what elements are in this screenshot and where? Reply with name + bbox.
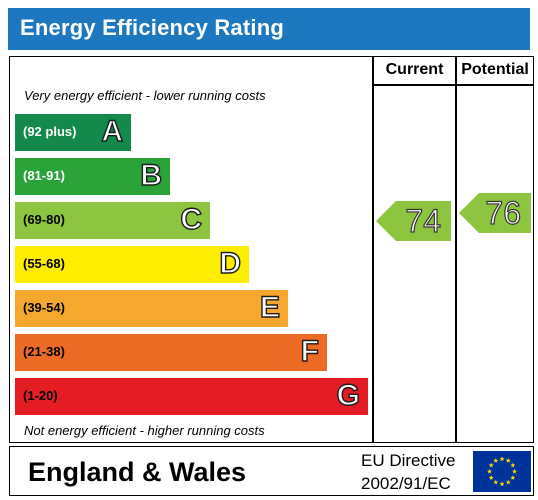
potential-rating-arrow: 76 — [459, 193, 531, 233]
band-range: (39-54) — [23, 300, 65, 315]
band-range: (55-68) — [23, 256, 65, 271]
band-f: (21-38) F — [15, 334, 327, 371]
band-range: (1-20) — [23, 388, 58, 403]
band-letter: C — [180, 202, 203, 236]
eu-star-icon — [493, 479, 499, 485]
band-letter: D — [219, 246, 242, 280]
eu-star-icon — [510, 475, 516, 480]
header-separator — [373, 84, 533, 86]
directive-label: EU Directive 2002/91/EC — [361, 449, 455, 495]
band-range: (69-80) — [23, 212, 65, 227]
directive-line-2: 2002/91/EC — [361, 474, 451, 493]
band-range: (92 plus) — [23, 124, 77, 139]
page-title: Energy Efficiency Rating — [20, 15, 284, 40]
eu-star-icon — [499, 456, 505, 462]
band-letter: E — [259, 290, 280, 324]
eu-star-icon — [499, 481, 505, 487]
top-note: Very energy efficient - lower running co… — [24, 88, 266, 103]
band-letter: F — [300, 334, 320, 368]
band-e: (39-54) E — [15, 290, 288, 327]
potential-column-divider — [455, 57, 457, 442]
band-letter: A — [101, 114, 124, 148]
current-column-header: Current — [385, 61, 444, 78]
potential-rating-value: 76 — [485, 194, 522, 231]
current-arrow-shape — [376, 201, 451, 241]
eu-flag-icon — [473, 451, 531, 492]
band-range: (81-91) — [23, 168, 65, 183]
rating-panel: Current Potential Very energy efficient … — [9, 56, 534, 443]
current-rating-value: 74 — [405, 202, 442, 239]
band-letter: B — [140, 158, 163, 192]
eu-star-icon — [505, 479, 511, 485]
bottom-note: Not energy efficient - higher running co… — [24, 423, 265, 438]
band-d: (55-68) D — [15, 246, 249, 283]
directive-line-1: EU Directive — [361, 451, 456, 470]
current-rating-arrow: 74 — [376, 201, 451, 241]
header-bar: Energy Efficiency Rating — [8, 8, 530, 50]
footer: England & Wales EU Directive 2002/91/EC — [9, 446, 534, 496]
band-a: (92 plus) A — [15, 114, 131, 151]
eu-star-icon — [512, 468, 517, 474]
eu-star-icon — [493, 458, 499, 463]
eu-star-icon — [510, 462, 516, 468]
potential-arrow-shape — [459, 193, 531, 233]
band-b: (81-91) B — [15, 158, 170, 195]
eu-stars — [487, 456, 517, 487]
eu-star-icon — [488, 475, 494, 480]
potential-column-header: Potential — [461, 61, 529, 78]
band-c: (69-80) C — [15, 202, 210, 239]
band-range: (21-38) — [23, 344, 65, 359]
band-letter: G — [336, 378, 361, 412]
eu-star-icon — [488, 462, 494, 468]
eu-star-icon — [487, 468, 492, 474]
eu-star-icon — [505, 458, 511, 463]
current-column-divider — [372, 57, 374, 442]
band-g: (1-20) G — [15, 378, 368, 415]
country-label: England & Wales — [28, 457, 247, 487]
